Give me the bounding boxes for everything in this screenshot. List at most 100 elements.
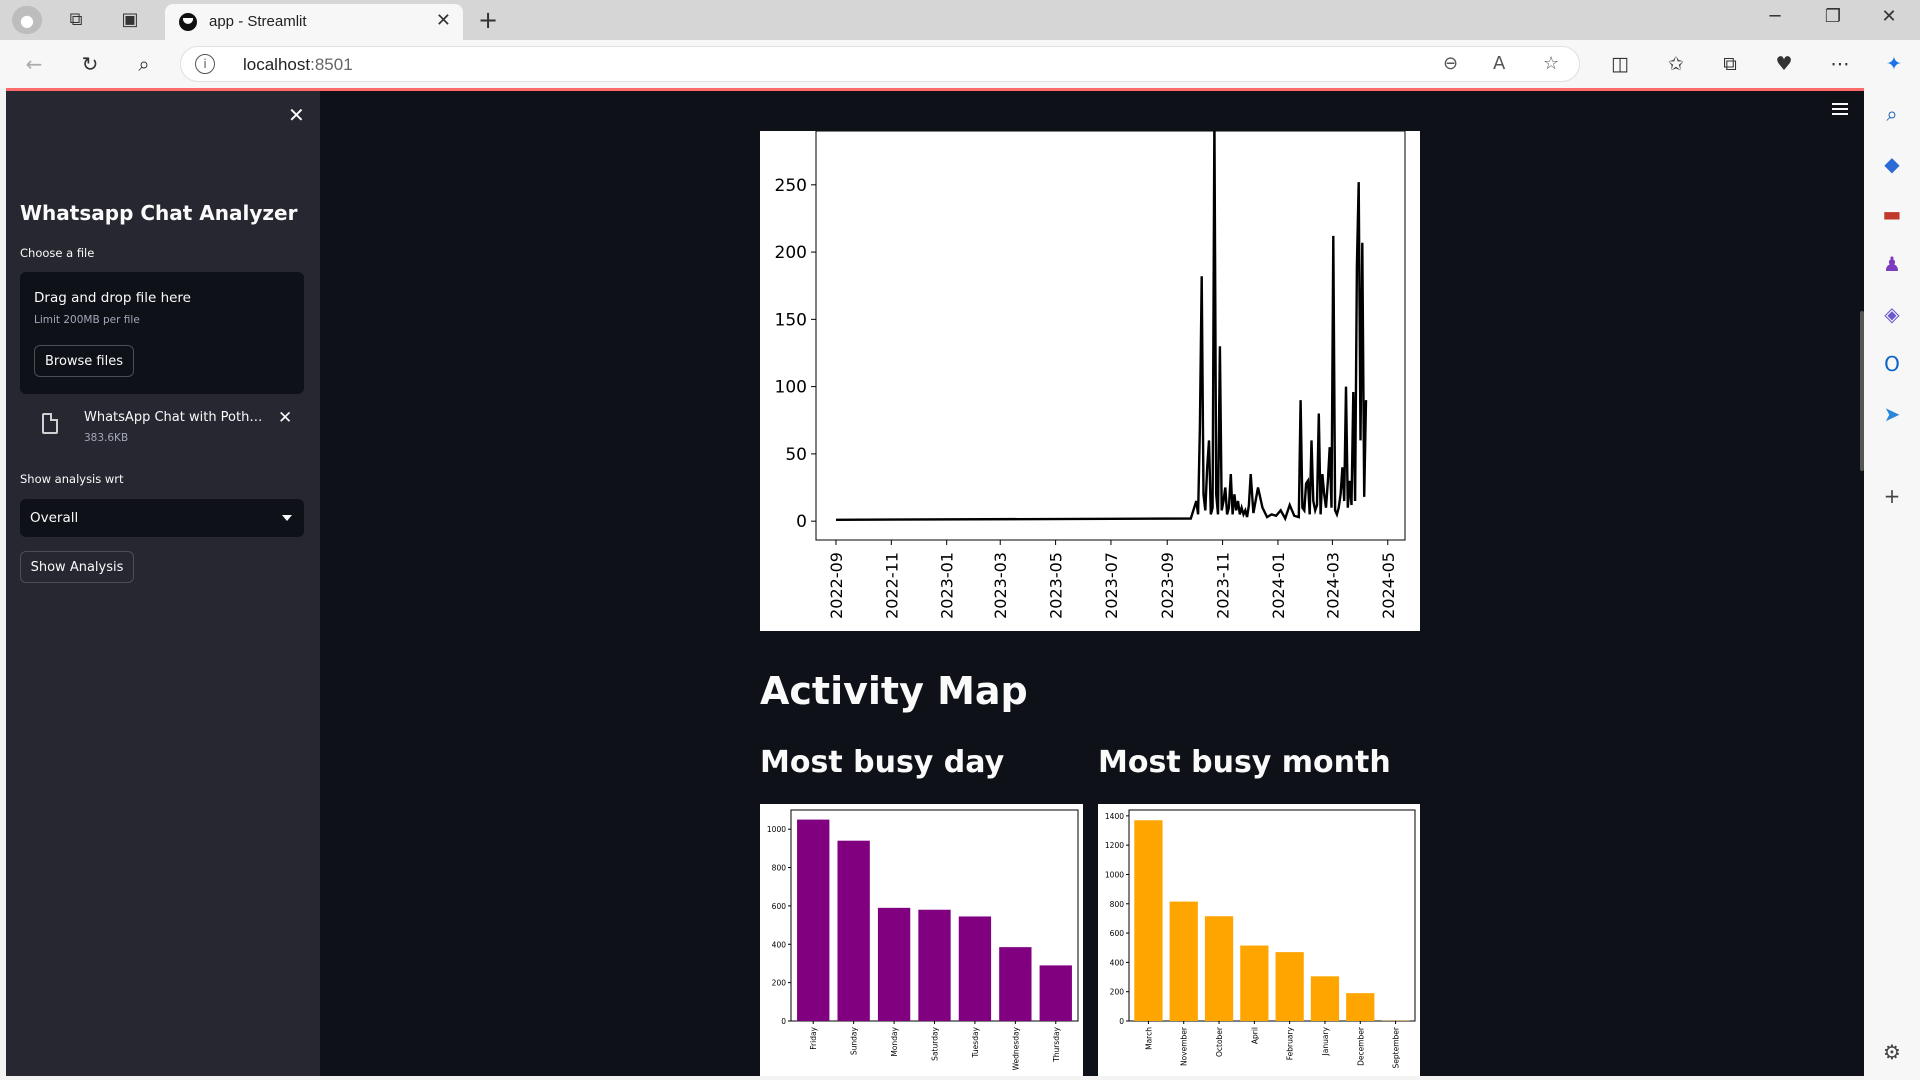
- back-icon[interactable]: ←: [25, 52, 43, 76]
- zoom-out-icon[interactable]: ⊖: [1443, 53, 1459, 74]
- y-tick-label: 800: [772, 864, 787, 873]
- bar: [1240, 945, 1269, 1021]
- bar: [1204, 916, 1234, 1021]
- file-name: WhatsApp Chat with Pother...: [84, 410, 264, 425]
- x-tick-label: December: [1356, 1026, 1365, 1066]
- x-tick-label: April: [1250, 1027, 1259, 1044]
- collections-icon[interactable]: ⧉: [1723, 53, 1737, 75]
- remove-file-icon[interactable]: ✕: [278, 408, 293, 428]
- sidebar-title: Whatsapp Chat Analyzer: [20, 201, 298, 225]
- file-size: 383.6KB: [84, 432, 129, 444]
- favorite-star-icon[interactable]: ☆: [1543, 53, 1560, 74]
- y-tick-label: 50: [785, 445, 807, 465]
- dropzone-main-text: Drag and drop file here: [34, 290, 191, 306]
- y-tick-label: 1000: [1105, 870, 1124, 879]
- y-tick-label: 0: [1119, 1017, 1124, 1026]
- bar: [918, 909, 951, 1021]
- choose-file-label: Choose a file: [20, 246, 95, 260]
- microsoft-365-icon[interactable]: ◈: [1884, 302, 1900, 326]
- uploaded-file-item: WhatsApp Chat with Pother... 383.6KB ✕: [20, 404, 304, 452]
- y-tick-label: 400: [1110, 958, 1125, 967]
- bar: [1039, 965, 1072, 1021]
- search-icon[interactable]: ⌕: [1886, 102, 1898, 126]
- busy-month-figure: 0 200 400 600 800 1000 1200 1400 March November Oc…: [1098, 804, 1420, 1076]
- x-tick-label: Tuesday: [971, 1026, 980, 1058]
- new-tab-icon[interactable]: +: [478, 6, 499, 34]
- url-text[interactable]: localhost:8501: [243, 55, 353, 75]
- games-icon[interactable]: ♟: [1883, 252, 1901, 276]
- bar: [958, 916, 992, 1021]
- page-scrollbar[interactable]: [1860, 311, 1864, 471]
- x-tick-label: Sunday: [850, 1026, 859, 1055]
- more-menu-icon[interactable]: ⋯: [1830, 53, 1850, 75]
- y-tick-label: 0: [796, 512, 807, 532]
- x-tick-label: Saturday: [931, 1026, 940, 1060]
- profile-icon[interactable]: ●: [12, 6, 42, 34]
- x-tick-label: March: [1144, 1027, 1153, 1050]
- x-tick-label: 2023-07: [1102, 552, 1121, 619]
- x-tick-label: 2024-05: [1379, 552, 1398, 619]
- copilot-icon[interactable]: ✦: [1886, 53, 1902, 75]
- bar: [1310, 976, 1340, 1021]
- tools-icon[interactable]: ▬: [1882, 202, 1902, 226]
- add-icon[interactable]: +: [1883, 484, 1901, 508]
- workspaces-icon[interactable]: ⧉: [69, 9, 83, 30]
- main-menu-icon[interactable]: [1832, 103, 1848, 115]
- x-tick-label: October: [1215, 1026, 1224, 1057]
- timeline-figure: 0 50 100 150 200 250 2022-09 2022-11 2023-01 2023…: [760, 130, 1420, 631]
- busy-month-heading: Most busy month: [1098, 745, 1391, 780]
- close-sidebar-icon[interactable]: ✕: [288, 103, 305, 127]
- x-tick-label: Wednesday: [1011, 1026, 1020, 1070]
- favorites-icon[interactable]: ✩: [1668, 53, 1684, 75]
- timeline-chart: 0 50 100 150 200 250 2022-09 2022-11 2023-01 2023…: [775, 130, 1406, 619]
- analysis-select[interactable]: Overall: [20, 499, 304, 537]
- x-tick-label: Monday: [890, 1026, 899, 1056]
- x-tick-label: November: [1180, 1026, 1189, 1066]
- show-analysis-button[interactable]: Show Analysis: [20, 551, 134, 583]
- y-tick-label: 250: [775, 176, 807, 196]
- y-tick-label: 400: [772, 940, 787, 949]
- browser-essentials-icon[interactable]: ♥: [1775, 53, 1793, 75]
- restore-icon[interactable]: ❐: [1824, 6, 1842, 27]
- vertical-tabs-icon[interactable]: ▣: [121, 9, 139, 30]
- series-line: [835, 131, 1368, 522]
- bar: [1169, 901, 1198, 1021]
- file-dropzone[interactable]: Drag and drop file here Limit 200MB per …: [20, 272, 304, 394]
- y-tick-label: 200: [775, 243, 807, 263]
- reload-icon[interactable]: ↻: [81, 52, 99, 76]
- address-bar[interactable]: i localhost:8501 ⊖ A ☆: [180, 46, 1580, 82]
- window-close-icon[interactable]: ✕: [1881, 6, 1897, 27]
- page-viewport: ✕ Whatsapp Chat Analyzer Choose a file D…: [6, 88, 1864, 1076]
- tab-close-icon[interactable]: ✕: [435, 10, 451, 31]
- outlook-icon[interactable]: O: [1884, 352, 1900, 376]
- y-tick-label: 1000: [767, 825, 786, 834]
- x-tick-label: 2022-11: [882, 552, 901, 619]
- dropzone-limit-text: Limit 200MB per file: [34, 314, 140, 326]
- y-tick-label: 0: [781, 1017, 786, 1026]
- split-screen-icon[interactable]: ◫: [1611, 53, 1629, 75]
- browse-files-button[interactable]: Browse files: [34, 345, 134, 377]
- edge-sidebar: ⌕ ◆ ▬ ♟ ◈ O ➤ + ⚙: [1864, 88, 1920, 1080]
- busy-month-chart: 0 200 400 600 800 1000 1200 1400 March November Oc…: [1105, 809, 1416, 1068]
- read-aloud-icon[interactable]: A: [1493, 53, 1506, 74]
- y-tick-label: 1400: [1105, 812, 1124, 821]
- x-tick-label: January: [1321, 1026, 1330, 1056]
- x-tick-label: September: [1392, 1026, 1401, 1068]
- busy-day-figure: 0 200 400 600 800 1000 Friday Sunday Monday Satur…: [760, 804, 1083, 1076]
- settings-gear-icon[interactable]: ⚙: [1883, 1040, 1901, 1064]
- send-icon[interactable]: ➤: [1883, 402, 1901, 426]
- url-port: :8501: [310, 55, 353, 74]
- analysis-select-value: Overall: [30, 510, 79, 526]
- streamlit-favicon-icon: [179, 13, 197, 31]
- bar: [999, 947, 1032, 1021]
- search-icon[interactable]: ⌕: [138, 52, 150, 76]
- bar: [877, 907, 911, 1021]
- y-tick-label: 600: [772, 902, 787, 911]
- shopping-tag-icon[interactable]: ◆: [1884, 152, 1900, 176]
- x-tick-label: 2023-05: [1047, 552, 1066, 619]
- site-info-icon[interactable]: i: [195, 54, 215, 74]
- minimize-icon[interactable]: ─: [1769, 6, 1781, 27]
- activity-map-heading: Activity Map: [760, 669, 1028, 713]
- tab-active[interactable]: app - Streamlit ✕: [165, 4, 463, 40]
- plot-frame: [1128, 809, 1416, 1022]
